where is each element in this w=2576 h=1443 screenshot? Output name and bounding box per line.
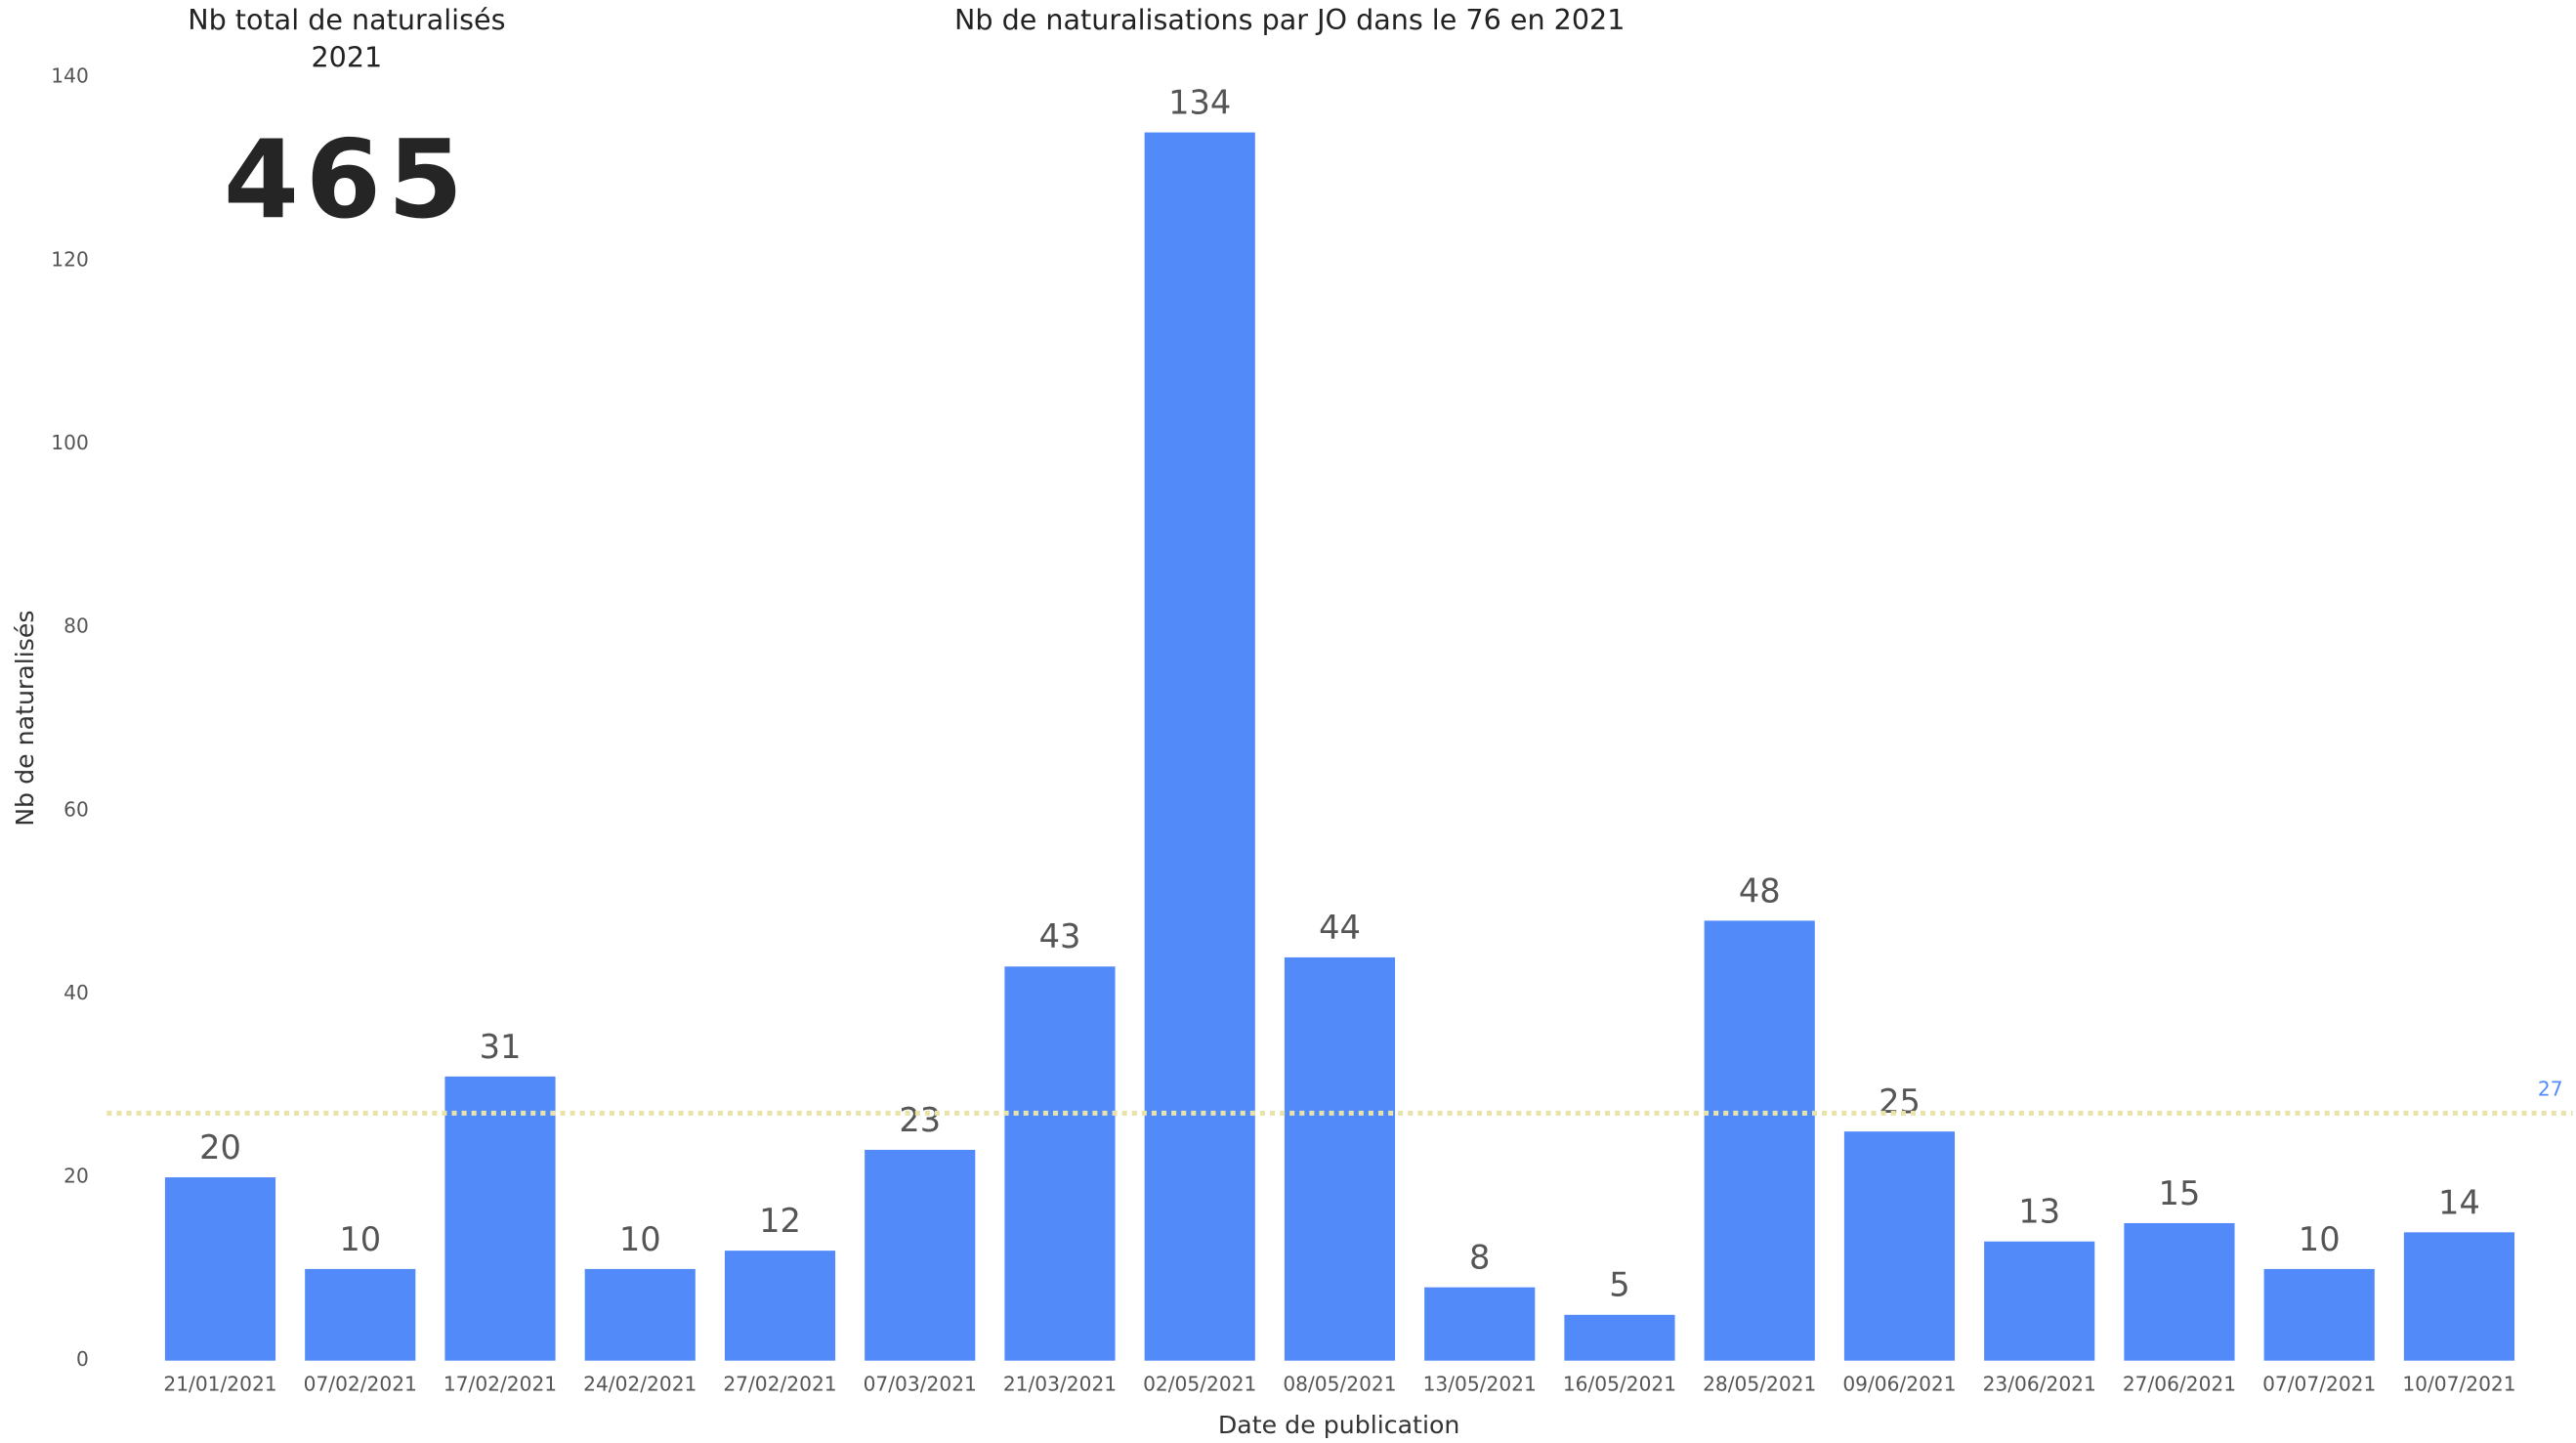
- value-label: 134: [1168, 83, 1231, 121]
- y-tick-label: 100: [51, 431, 89, 454]
- x-tick-label: 07/02/2021: [304, 1372, 417, 1395]
- bar: [1284, 956, 1396, 1361]
- x-tick-label: 07/07/2021: [2262, 1372, 2376, 1395]
- value-label: 20: [199, 1128, 241, 1167]
- bar: [305, 1268, 416, 1361]
- bar: [1424, 1287, 1536, 1361]
- bar: [1843, 1131, 1956, 1361]
- bar: [1704, 920, 1815, 1361]
- value-label: 15: [2159, 1174, 2201, 1212]
- value-label: 31: [480, 1028, 522, 1066]
- card-title: 2021: [311, 41, 382, 74]
- x-tick-label: 09/06/2021: [1842, 1372, 1956, 1395]
- y-tick-label: 80: [63, 615, 89, 638]
- y-tick-label: 140: [51, 64, 89, 88]
- y-axis-label: Nb de naturalisés: [11, 610, 39, 826]
- x-tick-label: 21/03/2021: [1003, 1372, 1117, 1395]
- y-tick-label: 20: [63, 1165, 89, 1188]
- bar: [2124, 1222, 2235, 1361]
- y-tick-label: 60: [63, 797, 89, 821]
- bar: [1144, 132, 1255, 1361]
- bar: [2263, 1268, 2375, 1361]
- value-label: 5: [1609, 1266, 1629, 1304]
- y-tick-label: 40: [63, 981, 89, 1004]
- y-tick-label: 0: [76, 1347, 89, 1371]
- bar: [584, 1268, 696, 1361]
- bar: [1564, 1314, 1675, 1361]
- value-label: 44: [1319, 909, 1361, 947]
- value-label: 23: [899, 1101, 941, 1139]
- value-label: 14: [2438, 1183, 2480, 1221]
- value-label: 43: [1039, 917, 1081, 955]
- value-label: 10: [339, 1220, 381, 1258]
- bar: [865, 1149, 976, 1361]
- x-tick-label: 02/05/2021: [1143, 1372, 1256, 1395]
- card-value: 465: [224, 117, 470, 243]
- value-label: 10: [619, 1220, 661, 1258]
- x-axis-label: Date de publication: [1218, 1411, 1459, 1439]
- x-tick-label: 24/02/2021: [583, 1372, 697, 1395]
- x-tick-label: 08/05/2021: [1283, 1372, 1396, 1395]
- bar: [1004, 966, 1116, 1361]
- x-tick-label: 21/01/2021: [163, 1372, 276, 1395]
- value-label: 8: [1469, 1239, 1490, 1277]
- value-label: 48: [1739, 871, 1781, 910]
- x-tick-label: 13/05/2021: [1423, 1372, 1537, 1395]
- value-label: 12: [759, 1202, 801, 1240]
- bar: [444, 1076, 556, 1361]
- bar: [164, 1177, 276, 1361]
- x-tick-label: 16/05/2021: [1563, 1372, 1676, 1395]
- reference-label: 27: [2538, 1077, 2563, 1100]
- value-label: 13: [2018, 1193, 2060, 1231]
- bar: [2403, 1232, 2515, 1361]
- card-title: Nb total de naturalisés: [188, 3, 505, 36]
- y-tick-label: 120: [51, 247, 89, 271]
- bar: [1984, 1241, 2095, 1361]
- x-tick-label: 28/05/2021: [1703, 1372, 1816, 1395]
- value-label: 10: [2299, 1220, 2341, 1258]
- x-tick-label: 17/02/2021: [443, 1372, 557, 1395]
- x-tick-label: 27/06/2021: [2123, 1372, 2236, 1395]
- x-tick-label: 10/07/2021: [2402, 1372, 2515, 1395]
- bar: [724, 1251, 836, 1361]
- x-tick-label: 07/03/2021: [864, 1372, 977, 1395]
- chart-title: Nb de naturalisations par JO dans le 76 …: [954, 3, 1625, 36]
- x-tick-label: 27/02/2021: [723, 1372, 836, 1395]
- x-tick-label: 23/06/2021: [1983, 1372, 2096, 1395]
